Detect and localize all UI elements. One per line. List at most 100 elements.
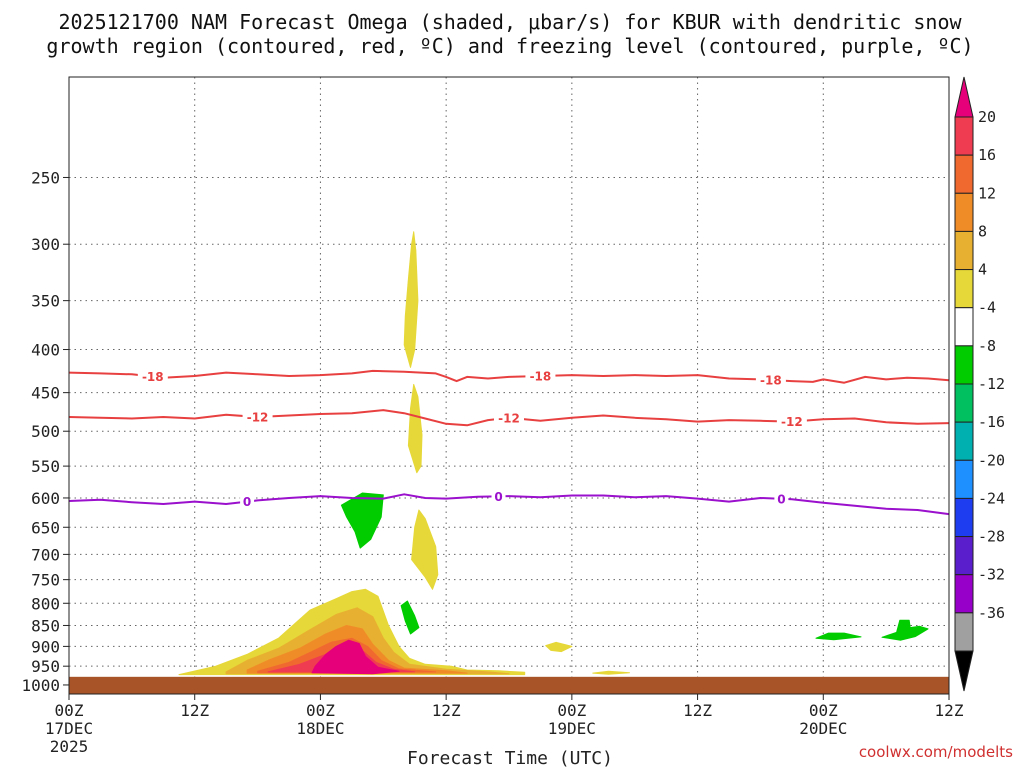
contour-label-bg-0-2 [774,491,789,506]
x-tick-label-48-0: 00Z [557,701,586,720]
x-tick-label-24-1: 18DEC [296,719,344,738]
y-tick-label-450: 450 [31,384,60,403]
x-tick-label-36-0: 12Z [432,701,461,720]
colorbar-cell-5 [954,307,974,347]
contour-label-bg--12-0 [242,410,273,425]
colorbar-label-9: -20 [978,451,1005,469]
x-tick-label-0-1: 17DEC [45,719,93,738]
chart-title-line1: 2025121700 NAM Forecast Omega (shaded, μ… [58,10,962,34]
y-tick-label-300: 300 [31,235,60,254]
y-tick-label-500: 500 [31,422,60,441]
x-tick-label-12-0: 12Z [180,701,209,720]
omega-region-descent-low-880 [815,632,862,641]
contour-label-bg--12-1 [494,410,524,425]
colorbar-label-5: -4 [978,299,996,317]
omega-region-descent-low-820 [400,600,420,635]
y-tick-label-950: 950 [31,657,60,676]
contour-label--18-0: -18 [142,370,164,384]
chart-title-line2: growth region (contoured, red, ºC) and f… [46,34,973,58]
colorbar-label-12: -32 [978,566,1005,584]
colorbar-top-arrow [954,76,974,118]
contour-label-bg--12-2 [776,414,807,429]
colorbar-cell-11 [954,536,974,576]
y-tick-label-850: 850 [31,616,60,635]
y-tick-label-250: 250 [31,168,60,187]
y-tick-label-350: 350 [31,292,60,311]
omega-region-ascent-upper-480 [407,383,423,474]
y-tick-label-900: 900 [31,637,60,656]
colorbar-label-13: -36 [978,604,1005,622]
y-tick-label-1000: 1000 [21,676,60,695]
contour-label-bg--18-2 [755,372,786,387]
colorbar-cell-9 [954,459,974,499]
contour-label-bg--18-1 [525,368,556,383]
x-tick-label-72-0: 00Z [809,701,838,720]
omega-region-ascent-low-965 [592,670,630,675]
colorbar-cell-0 [954,116,974,156]
omega-region-ascent-mid-700 [411,509,439,590]
y-tick-label-550: 550 [31,457,60,476]
colorbar-cell-8 [954,421,974,461]
contour-label--12-1: -12 [498,411,520,425]
colorbar-cell-13 [954,612,974,652]
y-tick-label-650: 650 [31,518,60,537]
colorbar-label-11: -28 [978,528,1005,546]
contour-label-0-2: 0 [777,492,785,506]
colorbar-cell-2 [954,192,974,232]
pressure-axis: 250 300 350 400 450 500 550 600 650 700 750 800 850 9… [21,168,69,695]
omega-region-descent-mid-630 [340,492,384,549]
y-tick-label-800: 800 [31,594,60,613]
colorbar-label-7: -12 [978,375,1005,393]
colorbar-label-1: 16 [978,146,996,164]
contour-label-bg-0-0 [240,494,255,509]
contour-label--12-2: -12 [781,415,803,429]
colorbar-cell-7 [954,383,974,423]
colorbar-label-8: -16 [978,413,1005,431]
x-tick-label-0-0: 00Z [55,701,84,720]
y-tick-label-750: 750 [31,571,60,590]
colorbar-cell-3 [954,230,974,271]
omega-region-ascent-upper-300 [403,231,419,368]
contour--18 [68,369,950,384]
y-tick-label-600: 600 [31,489,60,508]
colorbar-cell-10 [954,497,974,538]
credit-text: coolwx.com/modelts [859,743,1013,761]
omega-shading [178,231,929,676]
colorbar-cell-4 [954,269,974,309]
omega-region-ascent-core [311,639,400,675]
colorbar-bottom-arrow [954,650,974,692]
colorbar-label-2: 12 [978,184,996,202]
colorbar-cell-6 [954,345,974,385]
contour-label-0-1: 0 [494,490,502,504]
colorbar-cell-12 [954,574,974,614]
colorbar-label-10: -24 [978,489,1005,507]
y-tick-label-700: 700 [31,545,60,564]
below-ground-surface [69,676,949,694]
colorbar-label-6: -8 [978,337,996,355]
x-tick-label-60-0: 12Z [683,701,712,720]
contour-label-bg--18-0 [137,369,168,384]
contour-label--12-0: -12 [247,411,269,425]
x-tick-label-48-1: 19DEC [548,719,596,738]
contour-label-bg-0-1 [491,489,506,504]
colorbar: 20 16 12 8 4 -4 -8 -12 -16 -20 -24 -28 -32 -36 [954,76,1005,692]
x-axis-label: Forecast Time (UTC) [407,748,613,768]
x-tick-label-84-0: 12Z [935,701,964,720]
x-tick-label-0-2: 2025 [50,737,89,756]
omega-region-ascent-low-900 [545,641,573,653]
temperature-contours: -18 -18 -18 -12 -12 -12 0 0 0 [68,368,950,516]
plot-frame [68,76,950,695]
x-tick-label-24-0: 00Z [306,701,335,720]
omega-region-descent-low-860 [881,619,929,641]
colorbar-label-4: 4 [978,261,987,279]
colorbar-label-0: 20 [978,108,996,126]
contour-label--18-1: -18 [530,369,552,383]
plot-background [69,77,949,694]
contour-label--18-2: -18 [760,373,782,387]
contour-label-0-0: 0 [243,495,251,509]
plot-area: -18 -18 -18 -12 -12 -12 0 0 0 [68,76,950,695]
x-tick-label-72-1: 20DEC [799,719,847,738]
colorbar-label-3: 8 [978,222,987,240]
